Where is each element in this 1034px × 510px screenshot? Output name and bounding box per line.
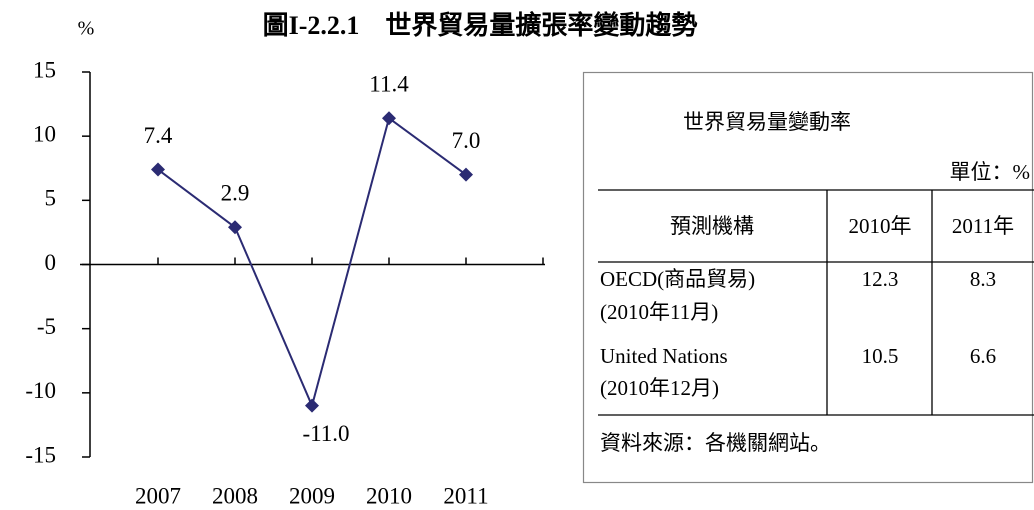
x-tick-label: 2011 <box>443 483 488 508</box>
table-cell: 12.3 <box>862 267 899 291</box>
x-tick-label: 2007 <box>135 483 181 508</box>
table-cell: 6.6 <box>970 344 996 368</box>
data-label: -11.0 <box>302 421 349 446</box>
table-title: 世界貿易量變動率 <box>683 110 851 134</box>
table-cell: (2010年12月) <box>600 376 719 400</box>
y-tick-label: 0 <box>45 250 57 275</box>
marker <box>382 111 396 126</box>
table-cell: United Nations <box>600 344 728 368</box>
data-label: 7.0 <box>452 128 481 153</box>
y-tick-label: 5 <box>45 186 57 211</box>
y-tick-label: -15 <box>25 442 56 467</box>
table-cell: 8.3 <box>970 267 996 291</box>
table-unit: 單位：% <box>950 160 1031 184</box>
chart-title: 圖I-2.2.1 世界貿易量擴張率變動趨勢 <box>263 10 698 40</box>
table-cell: (2010年11月) <box>600 300 718 324</box>
table-header: 2011年 <box>952 214 1014 238</box>
data-label: 11.4 <box>369 71 409 96</box>
data-label: 2.9 <box>221 181 250 206</box>
table-source: 資料來源：各機關網站。 <box>600 431 831 455</box>
table-cell: OECD(商品貿易) <box>600 267 755 291</box>
y-tick-label: 10 <box>33 121 56 146</box>
x-tick-label: 2010 <box>366 483 412 508</box>
x-tick-label: 2009 <box>289 483 335 508</box>
marker <box>228 220 242 235</box>
y-axis-label: % <box>78 18 95 40</box>
table-header: 2010年 <box>849 214 912 238</box>
y-tick-label: 15 <box>33 57 56 82</box>
table-cell: 10.5 <box>862 344 899 368</box>
table-frame <box>582 71 1034 484</box>
data-label: 7.4 <box>144 123 173 148</box>
x-tick-label: 2008 <box>212 483 258 508</box>
marker <box>459 167 473 182</box>
marker <box>305 398 319 413</box>
marker <box>151 162 165 177</box>
table-header: 預測機構 <box>670 214 754 238</box>
y-tick-label: -5 <box>37 314 56 339</box>
y-tick-label: -10 <box>25 378 56 403</box>
table: 世界貿易量變動率 單位：% 預測機構 2010年 2011年 OECD(商品貿易… <box>582 71 1034 484</box>
